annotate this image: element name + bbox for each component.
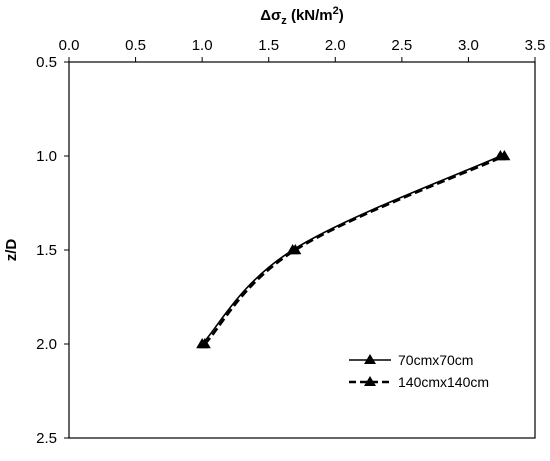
y-axis-title: z/D bbox=[3, 239, 20, 262]
x-axis-title: Δσz (kN/m2) bbox=[260, 5, 344, 27]
legend-label-70cm: 70cmx70cm bbox=[398, 352, 473, 368]
x-tick-label: 3.5 bbox=[525, 37, 546, 54]
x-tick-label: 0.5 bbox=[125, 37, 146, 54]
legend-entry-70cm: 70cmx70cm bbox=[349, 352, 473, 368]
y-tick-label: 2.5 bbox=[36, 430, 57, 447]
series-line-0 bbox=[201, 155, 501, 345]
x-axis-title-units: (kN/m bbox=[287, 7, 333, 24]
x-axis-title-subscript: z bbox=[281, 15, 287, 27]
y-axis-ticks: 0.5 1.0 1.5 2.0 2.5 bbox=[36, 54, 69, 447]
x-axis-ticks: 0.0 0.5 1.0 1.5 2.0 2.5 3.0 3.5 bbox=[59, 37, 546, 62]
y-tick-label: 1.5 bbox=[36, 242, 57, 259]
x-axis-title-units-end: ) bbox=[339, 7, 344, 24]
legend-label-140cm: 140cmx140cm bbox=[398, 374, 489, 390]
series-layer bbox=[196, 150, 511, 349]
x-tick-label: 0.0 bbox=[59, 37, 80, 54]
legend-marker-triangle bbox=[364, 354, 376, 364]
y-tick-label: 0.5 bbox=[36, 54, 57, 71]
series-1-marker bbox=[198, 338, 211, 349]
x-axis-title-superscript: 2 bbox=[333, 5, 339, 17]
y-tick-label: 1.0 bbox=[36, 148, 57, 165]
legend-entry-140cm: 140cmx140cm bbox=[349, 374, 489, 390]
x-tick-label: 3.0 bbox=[458, 37, 479, 54]
y-tick-label: 2.0 bbox=[36, 336, 57, 353]
series-line-1 bbox=[203, 154, 505, 345]
x-tick-label: 2.5 bbox=[391, 37, 412, 54]
x-axis-title-main: Δσ bbox=[260, 7, 281, 24]
plot-frame bbox=[68, 61, 536, 439]
x-tick-label: 1.0 bbox=[192, 37, 213, 54]
series-1-marker bbox=[289, 244, 302, 255]
x-tick-label: 2.0 bbox=[325, 37, 346, 54]
plot-area bbox=[68, 61, 536, 439]
legend: 70cmx70cm 140cmx140cm bbox=[349, 352, 489, 390]
legend-marker-triangle-dashed bbox=[364, 376, 376, 386]
x-tick-label: 1.5 bbox=[258, 37, 279, 54]
series-1-marker bbox=[498, 150, 511, 161]
